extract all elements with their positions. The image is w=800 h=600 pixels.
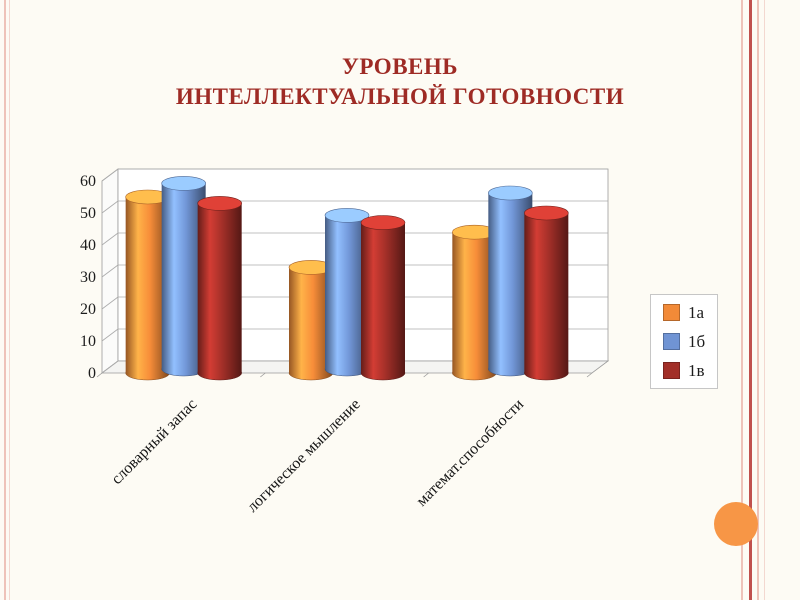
accent-circle (714, 502, 758, 546)
y-tick-label: 50 (80, 205, 96, 222)
category-label: математ.способности (413, 396, 527, 510)
cylinder-top (324, 208, 370, 223)
legend-swatch-series-3 (663, 362, 680, 379)
right-border-line-4 (764, 0, 765, 600)
x-tick (423, 372, 429, 378)
left-border-line-inner (9, 0, 10, 600)
y-tick-label: 20 (80, 301, 96, 318)
y-tick-label: 40 (80, 237, 96, 254)
category-label: словарный запас (108, 396, 200, 488)
bar-chart-3d: 0 10 20 30 40 50 60 словарный запас логическое м… (80, 168, 610, 516)
cylinder-top (360, 215, 406, 230)
legend-label-series-2: 1б (688, 332, 706, 351)
right-border-line-3 (757, 0, 759, 600)
x-tick (586, 372, 593, 378)
left-border-line-outer (4, 0, 6, 600)
y-tick-label: 10 (80, 333, 96, 350)
slide-title-line-2: ИНТЕЛЛЕКТУАЛЬНОЙ ГОТОВНОСТИ (175, 84, 625, 109)
category-label: логическое мышление (244, 396, 364, 516)
right-border-line-accent (749, 0, 752, 600)
cylinder-top (524, 205, 569, 221)
y-tick (101, 360, 119, 374)
y-tick (101, 232, 119, 246)
y-tick-label: 60 (80, 173, 96, 190)
chart-area: 0 10 20 30 40 50 60 словарный запас логическое м… (52, 148, 672, 573)
cylinder-top (488, 185, 533, 201)
legend-item: 1в (663, 362, 705, 379)
y-tick (101, 168, 119, 182)
legend-swatch-series-2 (663, 333, 680, 350)
y-tick-label: 0 (88, 365, 96, 382)
legend-item: 1а (663, 304, 705, 321)
slide-title-line-1: УРОВЕНЬ (342, 54, 458, 79)
bar-cylinder (361, 222, 405, 373)
cylinder-top (197, 196, 242, 211)
legend-item: 1б (663, 333, 705, 350)
cylinder-top (161, 176, 206, 191)
legend-label-series-1: 1а (688, 303, 705, 322)
legend-swatch-series-1 (663, 304, 680, 321)
y-tick-label: 30 (80, 269, 96, 286)
x-tick (96, 372, 103, 378)
bar-cylinder (524, 213, 569, 373)
y-tick (101, 264, 119, 278)
bar-cylinder (197, 203, 242, 373)
y-tick (101, 328, 119, 342)
y-tick (101, 200, 119, 214)
legend-label-series-3: 1в (688, 361, 705, 380)
slide-title: УРОВЕНЬ ИНТЕЛЛЕКТУАЛЬНОЙ ГОТОВНОСТИ (10, 52, 790, 112)
y-tick (101, 296, 119, 310)
x-tick (260, 372, 266, 378)
right-border-line-1 (741, 0, 743, 600)
chart-legend: 1а 1б 1в (650, 294, 719, 389)
